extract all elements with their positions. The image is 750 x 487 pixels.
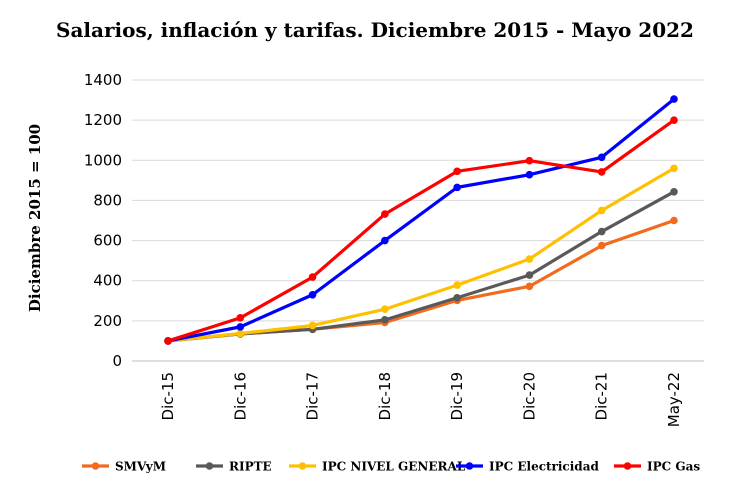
x-tick-label: May-22 [665, 372, 683, 427]
data-point [453, 293, 461, 302]
data-point [453, 183, 461, 192]
legend-swatch-marker [205, 462, 214, 470]
x-tick-label: Dic-21 [593, 372, 611, 420]
legend-label: IPC Electricidad [489, 460, 599, 474]
data-point [236, 314, 245, 322]
data-point [453, 167, 461, 176]
data-point [525, 255, 534, 263]
legend-swatch-marker [91, 462, 100, 470]
data-point [381, 236, 389, 245]
legend-label: SMVyM [115, 460, 166, 474]
series-ipc-gas [164, 116, 678, 345]
legend-label: IPC Gas [647, 460, 700, 474]
data-point [597, 241, 606, 250]
y-tick-label: 1200 [84, 111, 122, 129]
x-tick-label: Dic-17 [304, 372, 322, 420]
data-point [308, 290, 317, 299]
legend-item-ripte: RIPTE [196, 460, 272, 474]
legend-swatch-marker [465, 462, 474, 470]
y-tick-label: 600 [93, 232, 122, 250]
series-line [166, 97, 676, 343]
data-point [236, 323, 245, 331]
data-point [597, 227, 606, 236]
data-point [236, 329, 245, 338]
x-tick-label: Dic-16 [231, 372, 249, 420]
y-axis-label: Diciembre 2015 = 100 [26, 124, 44, 312]
series-line [166, 118, 676, 343]
legend: SMVyM RIPTE IPC NIVEL GENERAL IPC Electrici… [82, 460, 700, 474]
x-tick-label: Dic-18 [376, 372, 394, 420]
y-tick-label: 800 [93, 191, 122, 209]
data-point [525, 170, 534, 179]
data-point [308, 321, 317, 330]
data-point [381, 210, 389, 218]
y-tick-label: 1400 [84, 71, 122, 89]
data-point [597, 206, 606, 215]
legend-item-ipc-electricidad: IPC Electricidad [456, 460, 599, 474]
series-line [166, 166, 676, 343]
y-tick-label: 200 [93, 312, 122, 330]
y-tick-label: 1000 [84, 151, 122, 169]
data-point [381, 316, 389, 324]
data-point [670, 95, 678, 103]
data-point [670, 116, 678, 124]
data-point [670, 187, 678, 196]
y-axis-ticks: 0 200 400 600 800 1000 1200 1400 [84, 71, 122, 370]
series-lines [164, 95, 678, 345]
data-point [670, 164, 678, 173]
data-point [670, 216, 678, 225]
data-point [453, 281, 461, 289]
data-point [525, 156, 534, 165]
data-point [308, 273, 317, 281]
data-point [381, 305, 389, 314]
y-tick-label: 0 [112, 352, 122, 370]
legend-label: RIPTE [229, 460, 272, 474]
gridlines [132, 79, 704, 362]
legend-swatch-marker [623, 462, 632, 470]
data-point [597, 168, 606, 176]
y-tick-label: 400 [93, 272, 122, 290]
data-point [597, 153, 606, 162]
x-tick-label: Dic-15 [159, 372, 177, 420]
x-axis-ticks: Dic-15 Dic-16 Dic-17 Dic-18 Dic-19 Dic-20 Dic-… [159, 372, 683, 427]
x-tick-label: Dic-20 [520, 372, 538, 420]
legend-label: IPC NIVEL GENERAL [322, 460, 466, 474]
legend-item-ipc-gas: IPC Gas [614, 460, 700, 474]
legend-item-ipc-nivel-general: IPC NIVEL GENERAL [289, 460, 466, 474]
data-point [525, 271, 534, 279]
data-point [164, 337, 172, 345]
data-point [525, 282, 534, 291]
legend-swatch-marker [298, 462, 307, 470]
legend-item-smvym: SMVyM [82, 460, 166, 474]
x-tick-label: Dic-19 [448, 372, 466, 420]
chart-title: Salarios, inflación y tarifas. Diciembre… [56, 18, 694, 42]
